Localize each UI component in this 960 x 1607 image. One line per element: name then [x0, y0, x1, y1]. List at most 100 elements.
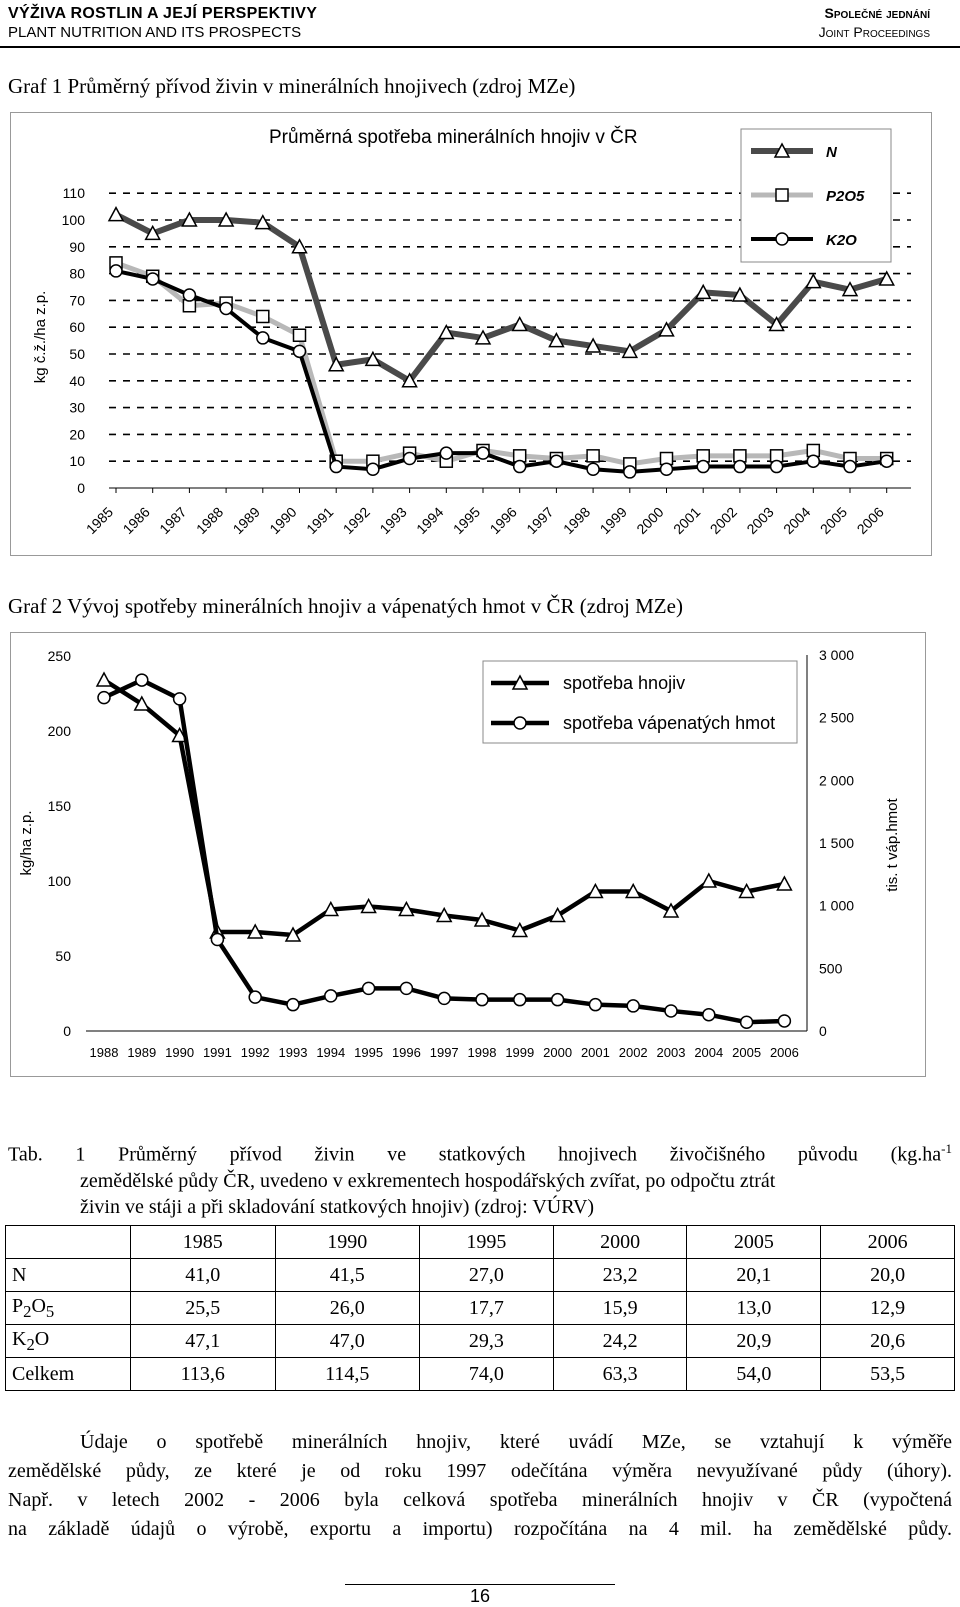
data-point: [777, 1014, 792, 1028]
x-tick-label: 2000: [633, 504, 666, 537]
data-point: [739, 1015, 754, 1029]
table-cell: 13,0: [686, 1291, 822, 1325]
y-tick-label-left: 100: [48, 873, 72, 889]
data-point-n: [144, 224, 161, 241]
data-point-n: [254, 214, 272, 230]
data-point-n: [364, 350, 382, 367]
x-tick-label: 2005: [732, 1045, 761, 1060]
y-tick-label: 30: [69, 400, 85, 416]
chart-title: Průměrná spotřeba minerálních hnojiv v Č…: [269, 126, 638, 148]
data-point-k2o: [512, 459, 527, 474]
data-point-k2o: [733, 459, 747, 474]
data-point: [172, 692, 187, 706]
page-number: 16: [469, 1586, 491, 1606]
table-year: 2000: [552, 1225, 688, 1259]
data-point: [437, 991, 451, 1006]
table-year: 2005: [686, 1225, 822, 1259]
data-point-k2o: [879, 454, 894, 468]
data-point: [324, 989, 338, 1003]
y-tick-label: 100: [62, 212, 86, 228]
y-tick-label: 80: [69, 266, 85, 282]
table-caption-line3: živin ve stáji a při skladování statkový…: [80, 1195, 595, 1218]
x-tick-label: 2004: [694, 1045, 723, 1060]
data-point: [435, 906, 453, 923]
y-tick-label: 90: [69, 239, 85, 255]
y-tick-label-left: 150: [48, 798, 72, 814]
data-point-n: [731, 286, 749, 302]
legend-label: N: [826, 144, 838, 161]
table-caption: Tab. 1 Průměrný přívod živin ve statkový…: [8, 1136, 952, 1220]
data-point: [473, 911, 491, 927]
data-point: [361, 981, 376, 996]
y-tick-label-right: 3 000: [819, 647, 854, 663]
data-point-k2o: [549, 454, 564, 468]
x-tick-label: 1989: [127, 1045, 156, 1060]
graf1-chart: Průměrná spotřeba minerálních hnojiv v Č…: [32, 126, 911, 537]
data-point-k2o: [182, 288, 197, 302]
data-point-n: [511, 315, 528, 332]
graf1-caption: Graf 1 Průměrný přívod živin v minerální…: [8, 74, 576, 98]
table-row: K2O 47,1 47,0 29,3 24,2 20,9 20,6: [5, 1324, 955, 1358]
data-point-k2o: [439, 446, 454, 460]
x-tick-label: 2006: [854, 504, 887, 537]
graf2-caption: Graf 2 Vývoj spotřeby minerálních hnojiv…: [8, 594, 683, 618]
data-point: [664, 1004, 678, 1018]
data-point-n: [327, 356, 345, 372]
data-point-n: [548, 332, 565, 348]
data-point: [399, 981, 414, 996]
table-cell: 20,9: [686, 1324, 822, 1358]
table-cell: 63,3: [552, 1357, 688, 1391]
data-point: [210, 932, 225, 947]
x-tick-label: 2003: [743, 504, 776, 537]
y-tick-label: 110: [63, 185, 86, 201]
data-point-n: [217, 211, 235, 227]
table-year: 2006: [820, 1225, 955, 1259]
table-cell: 47,1: [130, 1324, 276, 1358]
paragraph-line: zemědělské půdy, ze které je od roku 199…: [8, 1460, 952, 1482]
x-tick-label: 1999: [597, 504, 630, 537]
x-tick-label: 1992: [340, 504, 373, 537]
data-point: [624, 882, 642, 899]
data-point-k2o: [145, 272, 160, 286]
data-point-n: [181, 211, 198, 227]
y-axis-label-left: kg/ha z.p.: [18, 810, 35, 875]
table-cell: 20,6: [820, 1324, 955, 1358]
table-corner-cell: [5, 1225, 131, 1259]
legend-label: spotřeba hnojiv: [563, 673, 685, 693]
data-point: [97, 690, 111, 705]
legend-marker: [775, 232, 789, 246]
table-cell: 20,0: [820, 1258, 955, 1292]
legend-marker: [775, 188, 789, 202]
data-point-k2o: [256, 331, 270, 345]
label-base: O: [31, 1294, 46, 1317]
x-tick-label: 1993: [279, 1045, 308, 1060]
y-tick-label-left: 0: [63, 1023, 71, 1039]
table-row: N 41,0 41,5 27,0 23,2 20,1 20,0: [5, 1258, 955, 1292]
y-tick-label: 40: [69, 373, 85, 389]
paragraph-line: Např. v letech 2002 - 2006 byla celková …: [8, 1489, 952, 1511]
legend-marker: [773, 142, 791, 158]
table-cell: 15,9: [552, 1291, 688, 1325]
x-tick-label: 1996: [392, 1045, 421, 1060]
y-tick-label-left: 50: [55, 948, 71, 964]
x-tick-label: 1993: [376, 504, 409, 537]
data-point-k2o: [843, 459, 857, 474]
label-base: P: [12, 1294, 24, 1317]
legend-label: K2O: [826, 232, 857, 249]
data-point-p2o5: [256, 309, 270, 324]
data-point: [702, 1007, 716, 1022]
y-tick-label-right: 1 500: [819, 835, 854, 851]
row-label-n: N: [5, 1258, 131, 1292]
data-point: [284, 926, 302, 942]
label-base: K: [12, 1327, 27, 1350]
legend-marker: [513, 716, 527, 730]
data-point-n: [768, 315, 785, 332]
data-point-k2o: [292, 344, 307, 359]
data-point-k2o: [402, 451, 417, 466]
row-label-celkem: Celkem: [5, 1357, 131, 1391]
data-point: [550, 992, 565, 1007]
x-tick-label: 1990: [165, 1045, 194, 1060]
table-cell: 41,0: [130, 1258, 276, 1292]
table-year: 1990: [274, 1225, 420, 1259]
y-tick-label-right: 1 000: [819, 898, 854, 914]
